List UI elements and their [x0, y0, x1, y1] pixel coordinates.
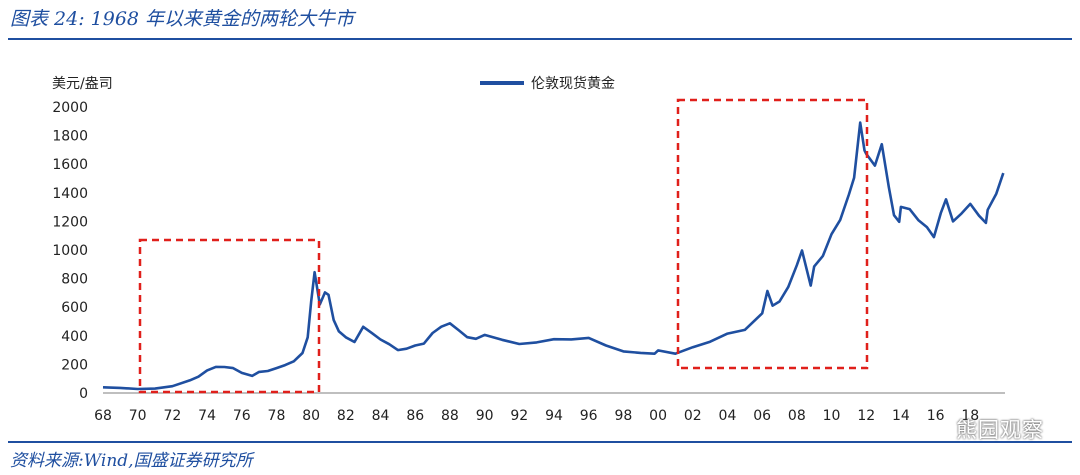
x-tick-label: 96 — [580, 408, 598, 424]
x-tick-label: 74 — [198, 408, 216, 424]
watermark: 熊园观察 — [956, 418, 1044, 442]
x-axis: 68 70 72 74 76 78 80 82 84 86 88 90 92 94 96 98 00 02 04 06… — [94, 408, 979, 424]
chart-title: 图表 24: 1968 年以来黄金的两轮大牛市 — [10, 8, 355, 30]
y-tick-label: 200 — [61, 357, 88, 373]
y-tick-label: 800 — [61, 272, 88, 288]
y-tick-label: 2000 — [52, 100, 88, 116]
x-tick-label: 84 — [372, 408, 390, 424]
x-tick-label: 08 — [788, 408, 806, 424]
source-note: 资料来源:Wind,国盛证券研究所 — [10, 451, 253, 471]
x-tick-label: 10 — [823, 408, 841, 424]
y-tick-label: 0 — [79, 386, 88, 402]
x-tick-label: 88 — [441, 408, 459, 424]
y-tick-label: 1800 — [52, 129, 88, 145]
title-divider — [8, 38, 1072, 40]
x-tick-label: 98 — [614, 408, 632, 424]
x-tick-label: 16 — [927, 408, 945, 424]
y-tick-label: 1000 — [52, 243, 88, 259]
series-line-london-gold — [102, 121, 1005, 391]
x-tick-label: 04 — [719, 408, 737, 424]
x-tick-label: 00 — [649, 408, 667, 424]
x-tick-label: 06 — [753, 408, 771, 424]
y-axis: 0 200 400 600 800 1000 1200 1400 1600 1800 2000 — [52, 100, 88, 402]
y-tick-label: 400 — [61, 329, 88, 345]
x-tick-label: 72 — [163, 408, 181, 424]
highlight-box-bull-market-2 — [676, 98, 869, 370]
x-tick-label: 12 — [857, 408, 875, 424]
x-tick-label: 68 — [94, 408, 112, 424]
x-tick-label: 18 — [961, 408, 979, 424]
y-tick-label: 1400 — [52, 186, 88, 202]
y-tick-label: 1200 — [52, 214, 88, 230]
x-tick-label: 02 — [684, 408, 702, 424]
footer-divider — [8, 441, 1072, 443]
x-tick-label: 86 — [406, 408, 424, 424]
x-tick-label: 82 — [337, 408, 355, 424]
y-tick-label: 600 — [61, 300, 88, 316]
x-tick-label: 78 — [268, 408, 286, 424]
y-axis-label: 美元/盎司 — [52, 76, 113, 92]
x-tick-label: 14 — [892, 408, 910, 424]
x-tick-label: 90 — [476, 408, 494, 424]
x-tick-label: 80 — [302, 408, 320, 424]
x-tick-label: 76 — [233, 408, 251, 424]
highlight-box-bull-market-1 — [138, 238, 321, 394]
x-tick-label: 92 — [510, 408, 528, 424]
legend: 伦敦现货黄金 — [480, 75, 615, 92]
x-tick-label: 70 — [129, 408, 147, 424]
x-tick-label: 94 — [545, 408, 563, 424]
y-tick-label: 1600 — [52, 157, 88, 173]
legend-label: 伦敦现货黄金 — [531, 75, 615, 92]
